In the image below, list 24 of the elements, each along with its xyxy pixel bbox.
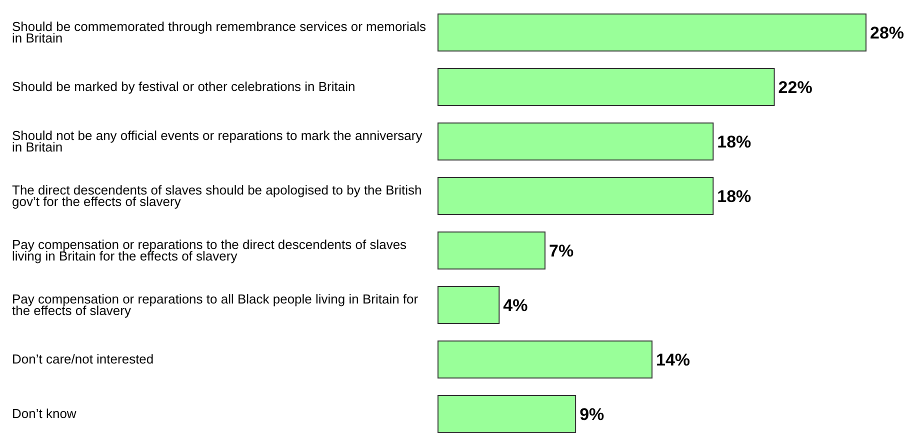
bar xyxy=(438,68,775,106)
bar xyxy=(438,286,500,324)
data-label: 4% xyxy=(503,296,528,315)
y-tick-label: Pay compensation or reparations to all Black people living in Britain for the effects of slavery xyxy=(12,291,419,318)
bar xyxy=(438,122,714,160)
y-tick-label: Don’t care/not interested xyxy=(12,352,154,366)
bar xyxy=(438,395,576,433)
y-tick-label: The direct descendents of slaves should be apologised to by the British gov’t for the effects of slavery xyxy=(12,182,422,209)
data-label: 28% xyxy=(870,24,904,42)
data-label: 9% xyxy=(580,405,604,424)
y-tick-label: Should be commemorated through remembrance services or memorials in Britain xyxy=(12,18,427,46)
bar xyxy=(438,177,714,215)
data-label: 18% xyxy=(717,132,752,152)
y-tick-label: Don’t know xyxy=(12,406,77,421)
data-label: 7% xyxy=(549,242,574,260)
bar xyxy=(438,232,546,270)
bar xyxy=(438,14,866,52)
data-label: 22% xyxy=(778,78,812,97)
y-tick-label: Should not be any official events or reparations to mark the anniversary in Britain xyxy=(12,128,423,154)
data-label: 14% xyxy=(656,350,690,370)
y-tick-label: Should be marked by festival or other celebrations in Britain xyxy=(12,79,356,94)
data-label: 18% xyxy=(717,187,752,206)
bar xyxy=(438,340,652,378)
y-tick-label: Pay compensation or reparations to the direct descendents of slaves living in Britain for the effects of slavery xyxy=(12,236,408,264)
